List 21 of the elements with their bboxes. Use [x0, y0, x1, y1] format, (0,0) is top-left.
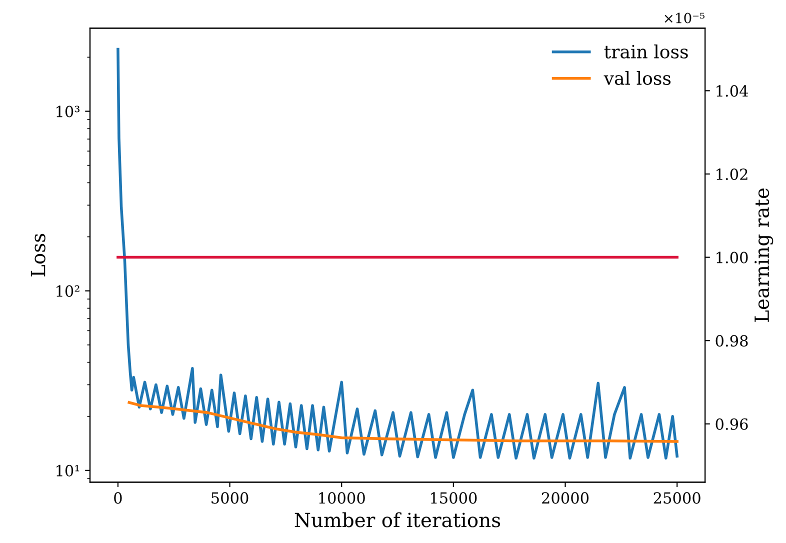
x-tick-label: 5000	[212, 492, 248, 504]
line-series	[128, 401, 678, 443]
legend-label: train loss	[604, 44, 688, 58]
text: ×10⁻⁵	[664, 12, 705, 24]
x-tick-label: 20000	[542, 492, 589, 504]
x-tick-label: 15000	[430, 492, 477, 504]
y-axis-title: Loss	[30, 234, 46, 276]
y-tick-label: 10¹	[56, 464, 80, 476]
y2-tick-label: 0.96	[716, 418, 748, 430]
x-tick-label: 0	[114, 492, 122, 504]
x-tick-label: 25000	[654, 492, 700, 504]
x-axis-title: Number of iterations	[294, 512, 500, 528]
y2-axis-title: Learning rate	[754, 188, 774, 322]
y2-tick-label: 0.98	[716, 335, 748, 347]
y-tick-label: 10²	[56, 285, 80, 297]
y2-tick-label: 1.02	[716, 168, 748, 180]
y-tick-label: 10³	[56, 106, 80, 118]
x-tick-label: 10000	[319, 492, 365, 504]
y2-tick-label: 1.00	[716, 252, 748, 264]
legend-label: val loss	[604, 70, 671, 85]
y2-tick-label: 1.04	[716, 85, 748, 97]
